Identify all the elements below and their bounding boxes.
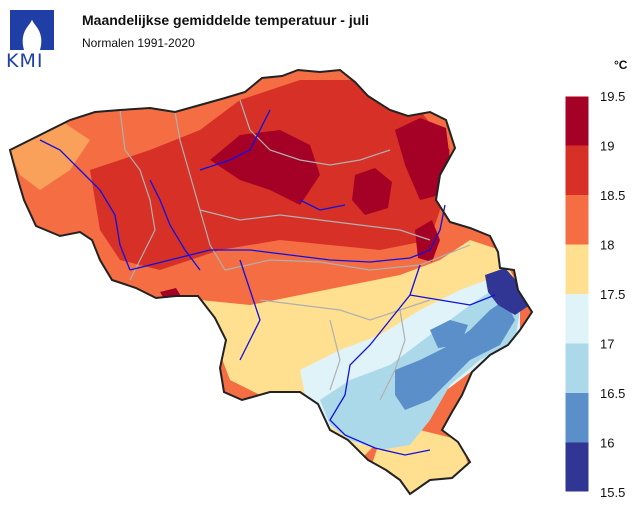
legend-bin xyxy=(565,96,589,146)
legend-tick-label: 17.5 xyxy=(600,287,625,302)
rivers xyxy=(39,109,496,456)
legend-tick-label: 15.5 xyxy=(600,485,625,500)
map-title: Maandelijkse gemiddelde temperatuur - ju… xyxy=(82,12,370,28)
legend-bin xyxy=(565,145,589,195)
legend-bin xyxy=(565,393,589,443)
legend-bin xyxy=(565,244,589,294)
legend-bin xyxy=(565,294,589,344)
legend-bin xyxy=(565,343,589,393)
legend-tick-label: 19 xyxy=(600,139,614,154)
legend-frame xyxy=(564,95,590,493)
map-subtitle: Normalen 1991-2020 xyxy=(82,36,195,50)
legend-tick-label: 18 xyxy=(600,238,614,253)
legend-tick-label: 19.5 xyxy=(600,89,625,104)
kmi-logo-text: KMI xyxy=(6,50,44,72)
legend-bin xyxy=(565,195,589,245)
legend-tick-label: 16 xyxy=(600,436,614,451)
kmi-logo xyxy=(10,10,54,50)
legend-bin xyxy=(565,442,589,492)
legend-tick-label: 17 xyxy=(600,337,614,352)
belgium-outline xyxy=(8,68,534,496)
province-borders xyxy=(119,99,471,401)
legend-unit: °C xyxy=(614,58,628,72)
legend-tick-label: 16.5 xyxy=(600,386,625,401)
legend-tick-label: 18.5 xyxy=(600,188,625,203)
